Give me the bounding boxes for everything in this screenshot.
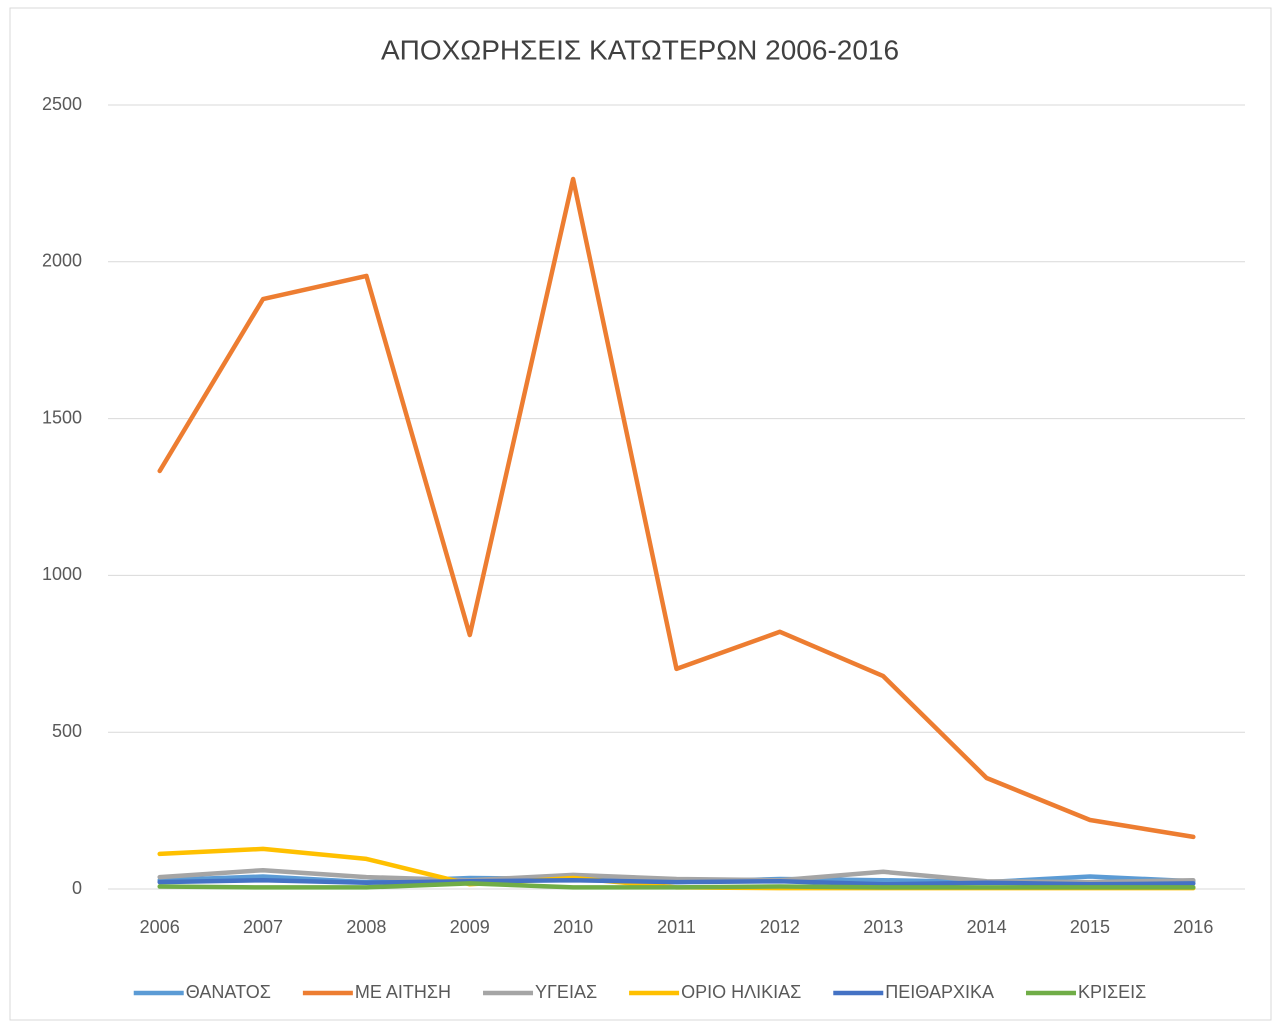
chart-title: ΑΠΟΧΩΡΗΣΕΙΣ ΚΑΤΩΤΕΡΩΝ 2006-2016 (381, 34, 899, 65)
chart-border (9, 7, 1272, 1021)
legend-label: ΚΡΙΣΕΙΣ (1078, 982, 1146, 1002)
x-tick-label: 2012 (760, 917, 800, 937)
y-tick-label: 2500 (42, 94, 82, 114)
y-tick-label: 500 (52, 721, 82, 741)
x-tick-label: 2015 (1070, 917, 1110, 937)
x-tick-label: 2013 (863, 917, 903, 937)
series-line (157, 877, 1196, 887)
legend-label: ΟΡΙΟ ΗΛΙΚΙΑΣ (681, 982, 801, 1002)
y-tick-label: 2000 (42, 251, 82, 271)
series-line (157, 881, 1196, 890)
legend-label: ΠΕΙΘΑΡΧΙΚΑ (885, 982, 994, 1002)
x-tick-label: 2010 (553, 917, 593, 937)
x-tick-label: 2011 (657, 917, 696, 937)
x-tick-label: 2007 (243, 917, 283, 937)
x-tick-label: 2008 (346, 917, 386, 937)
legend-label: ΜΕ ΑΙΤΗΣΗ (355, 982, 451, 1002)
legend-label: ΥΓΕΙΑΣ (535, 982, 597, 1002)
y-tick-label: 1000 (42, 564, 82, 584)
x-tick-label: 2014 (967, 917, 1007, 937)
x-tick-label: 2016 (1173, 917, 1213, 937)
legend-label: ΘΑΝΑΤΟΣ (186, 982, 271, 1002)
x-tick-label: 2006 (140, 917, 180, 937)
x-tick-label: 2009 (450, 917, 490, 937)
y-tick-label: 0 (72, 878, 82, 898)
series-line (157, 176, 1196, 840)
y-tick-label: 1500 (42, 407, 82, 427)
